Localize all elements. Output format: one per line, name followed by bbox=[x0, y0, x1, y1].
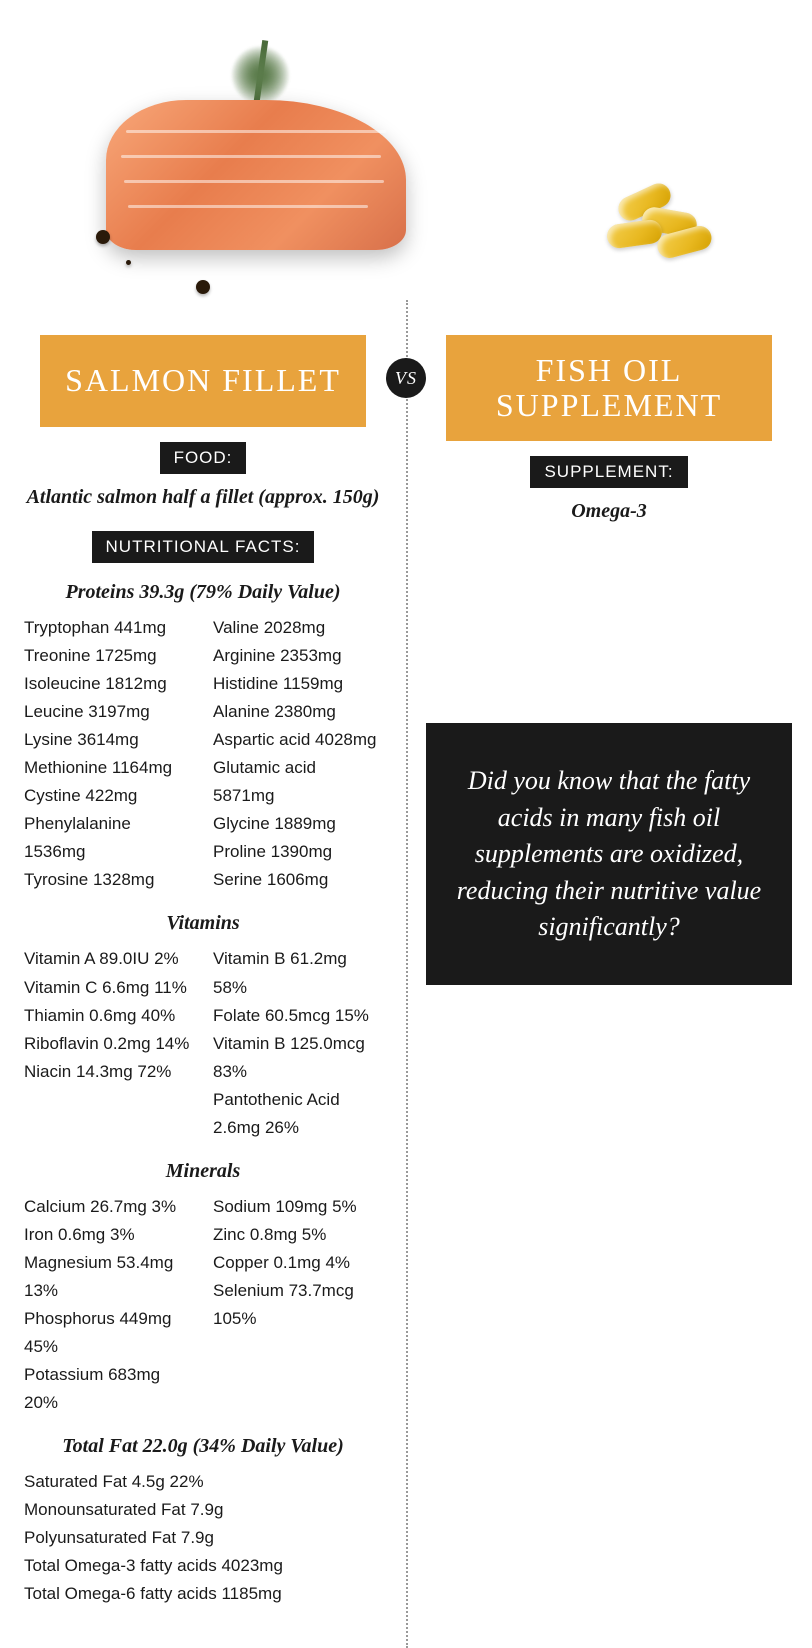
list-item: Alanine 2380mg bbox=[213, 698, 382, 726]
list-item: Magnesium 53.4mg 13% bbox=[24, 1249, 193, 1305]
list-item: Potassium 683mg 20% bbox=[24, 1361, 193, 1417]
comparison-columns: VS SALMON FILLET FOOD: Atlantic salmon h… bbox=[0, 300, 812, 1648]
list-item: Vitamin A 89.0IU 2% bbox=[24, 945, 193, 973]
list-item: Folate 60.5mcg 15% bbox=[213, 1002, 382, 1030]
list-item: Copper 0.1mg 4% bbox=[213, 1249, 382, 1277]
proteins-list: Tryptophan 441mgTreonine 1725mgIsoleucin… bbox=[20, 614, 386, 894]
proteins-col1: Tryptophan 441mgTreonine 1725mgIsoleucin… bbox=[24, 614, 193, 894]
list-item: Zinc 0.8mg 5% bbox=[213, 1221, 382, 1249]
list-item: Phosphorus 449mg 45% bbox=[24, 1305, 193, 1361]
peppercorn bbox=[196, 280, 210, 294]
salmon-body bbox=[106, 100, 406, 250]
minerals-list: Calcium 26.7mg 3%Iron 0.6mg 3%Magnesium … bbox=[20, 1193, 386, 1417]
list-item: Pantothenic Acid 2.6mg 26% bbox=[213, 1086, 382, 1142]
hero-images bbox=[0, 0, 812, 300]
fat-heading: Total Fat 22.0g (34% Daily Value) bbox=[20, 1435, 386, 1458]
right-column: FISH OIL SUPPLEMENT SUPPLEMENT: Omega-3 … bbox=[406, 300, 812, 1648]
list-item: Selenium 73.7mcg 105% bbox=[213, 1277, 382, 1333]
list-item: Iron 0.6mg 3% bbox=[24, 1221, 193, 1249]
vitamins-heading: Vitamins bbox=[20, 912, 386, 935]
salmon-illustration bbox=[76, 20, 436, 300]
list-item: Tryptophan 441mg bbox=[24, 614, 193, 642]
peppercorn bbox=[126, 260, 131, 265]
list-item: Valine 2028mg bbox=[213, 614, 382, 642]
vitamins-list: Vitamin A 89.0IU 2%Vitamin C 6.6mg 11%Th… bbox=[20, 945, 386, 1141]
list-item: Methionine 1164mg bbox=[24, 754, 193, 782]
list-item: Total Omega-3 fatty acids 4023mg bbox=[24, 1552, 382, 1580]
list-item: Sodium 109mg 5% bbox=[213, 1193, 382, 1221]
list-item: Isoleucine 1812mg bbox=[24, 670, 193, 698]
facts-label: NUTRITIONAL FACTS: bbox=[92, 531, 315, 563]
list-item: Polyunsaturated Fat 7.9g bbox=[24, 1524, 382, 1552]
list-item: Thiamin 0.6mg 40% bbox=[24, 1002, 193, 1030]
right-title: FISH OIL SUPPLEMENT bbox=[446, 335, 772, 441]
list-item: Lysine 3614mg bbox=[24, 726, 193, 754]
peppercorn bbox=[96, 230, 110, 244]
list-item: Vitamin B 125.0mcg 83% bbox=[213, 1030, 382, 1086]
list-item: Serine 1606mg bbox=[213, 866, 382, 894]
vitamins-col2: Vitamin B 61.2mg 58%Folate 60.5mcg 15%Vi… bbox=[213, 945, 382, 1141]
supplement-subtitle: Omega-3 bbox=[426, 500, 792, 523]
list-item: Treonine 1725mg bbox=[24, 642, 193, 670]
proteins-heading: Proteins 39.3g (79% Daily Value) bbox=[20, 581, 386, 604]
list-item: Cystine 422mg bbox=[24, 782, 193, 810]
list-item: Vitamin B 61.2mg 58% bbox=[213, 945, 382, 1001]
capsules-illustration bbox=[587, 160, 737, 280]
vs-badge: VS bbox=[386, 358, 426, 398]
minerals-heading: Minerals bbox=[20, 1160, 386, 1183]
proteins-col2: Valine 2028mgArginine 2353mgHistidine 11… bbox=[213, 614, 382, 894]
list-item: Arginine 2353mg bbox=[213, 642, 382, 670]
list-item: Monounsaturated Fat 7.9g bbox=[24, 1496, 382, 1524]
vitamins-col1: Vitamin A 89.0IU 2%Vitamin C 6.6mg 11%Th… bbox=[24, 945, 193, 1141]
list-item: Leucine 3197mg bbox=[24, 698, 193, 726]
list-item: Calcium 26.7mg 3% bbox=[24, 1193, 193, 1221]
list-item: Proline 1390mg bbox=[213, 838, 382, 866]
food-subtitle: Atlantic salmon half a fillet (approx. 1… bbox=[20, 486, 386, 509]
fat-list: Saturated Fat 4.5g 22%Monounsaturated Fa… bbox=[20, 1468, 386, 1608]
list-item: Saturated Fat 4.5g 22% bbox=[24, 1468, 382, 1496]
list-item: Vitamin C 6.6mg 11% bbox=[24, 974, 193, 1002]
list-item: Niacin 14.3mg 72% bbox=[24, 1058, 193, 1086]
food-label: FOOD: bbox=[160, 442, 247, 474]
minerals-col1: Calcium 26.7mg 3%Iron 0.6mg 3%Magnesium … bbox=[24, 1193, 193, 1417]
list-item: Tyrosine 1328mg bbox=[24, 866, 193, 894]
list-item: Glutamic acid 5871mg bbox=[213, 754, 382, 810]
callout-box: Did you know that the fatty acids in man… bbox=[426, 723, 792, 985]
minerals-col2: Sodium 109mg 5%Zinc 0.8mg 5%Copper 0.1mg… bbox=[213, 1193, 382, 1417]
list-item: Histidine 1159mg bbox=[213, 670, 382, 698]
list-item: Glycine 1889mg bbox=[213, 810, 382, 838]
left-title: SALMON FILLET bbox=[40, 335, 366, 427]
list-item: Total Omega-6 fatty acids 1185mg bbox=[24, 1580, 382, 1608]
list-item: Phenylalanine 1536mg bbox=[24, 810, 193, 866]
list-item: Riboflavin 0.2mg 14% bbox=[24, 1030, 193, 1058]
list-item: Aspartic acid 4028mg bbox=[213, 726, 382, 754]
supplement-label: SUPPLEMENT: bbox=[530, 456, 687, 488]
left-column: SALMON FILLET FOOD: Atlantic salmon half… bbox=[0, 300, 406, 1648]
